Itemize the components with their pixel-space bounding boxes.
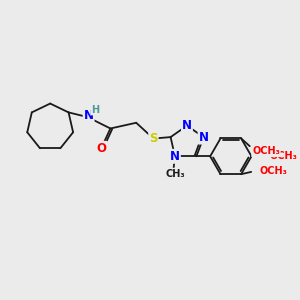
Text: OCH₃: OCH₃ [269,151,297,161]
Text: CH₃: CH₃ [165,169,185,178]
Text: N: N [170,150,180,163]
Text: OCH₃: OCH₃ [259,166,287,176]
Text: N: N [84,109,94,122]
Text: N: N [182,119,192,132]
Text: H: H [92,105,100,115]
Text: N: N [199,130,208,144]
Text: S: S [149,132,158,145]
Text: OCH₃: OCH₃ [252,146,280,156]
Text: O: O [97,142,107,155]
